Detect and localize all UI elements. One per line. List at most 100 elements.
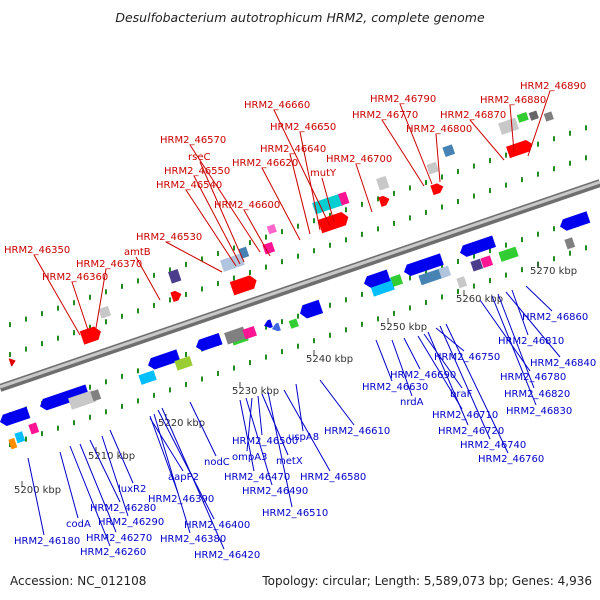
bottom-leader-line — [157, 409, 215, 520]
top-gene-label: HRM2_46870 — [440, 110, 506, 121]
top-leader-line — [33, 254, 81, 336]
top-leader-line — [135, 256, 161, 301]
bottom-gene-arrow — [560, 211, 591, 231]
top-gene-label: amtB — [124, 247, 151, 258]
top-leader-line — [243, 209, 271, 257]
bottom-gene-block — [288, 318, 299, 329]
top-leader-line — [261, 167, 301, 241]
accession-text: Accession: NC_012108 — [10, 574, 147, 588]
bottom-gene-block — [224, 326, 247, 345]
bottom-leader-line — [283, 389, 331, 472]
bottom-gene-arrow — [264, 319, 273, 328]
top-gene-label: HRM2_46540 — [156, 180, 222, 191]
top-gene-label: HRM2_46890 — [520, 81, 586, 92]
top-gene-label: HRM2_46600 — [214, 200, 280, 211]
bottom-gene-label: HRM2_46510 — [262, 508, 328, 519]
top-leader-line — [435, 133, 441, 183]
scale-label: 5210 kbp — [88, 451, 135, 462]
scale-label: 5250 kbp — [380, 322, 427, 333]
bottom-gene-label: HRM2_46260 — [80, 547, 146, 558]
top-leader-line — [399, 103, 433, 185]
bottom-gene-label: HRM2_46720 — [438, 426, 504, 437]
bottom-gene-label: ompA3 — [232, 452, 267, 463]
bottom-gene-block — [438, 265, 452, 279]
bottom-gene-label: HRM2_46400 — [184, 520, 250, 531]
bottom-leader-line — [189, 401, 217, 457]
bottom-gene-block — [564, 237, 576, 250]
top-gene-block — [220, 253, 245, 272]
bottom-leader-line — [525, 285, 553, 312]
bottom-gene-label: HRM2_46750 — [434, 352, 500, 363]
top-leader-line — [273, 109, 331, 227]
top-gene-block — [266, 224, 277, 235]
top-leader-line — [199, 161, 245, 263]
top-gene-arrow — [317, 211, 349, 234]
bottom-gene-label: HRM2_46380 — [160, 534, 226, 545]
bottom-gene-block — [390, 274, 404, 287]
bottom-gene-block — [498, 246, 519, 262]
top-gene-label: HRM2_46620 — [232, 158, 298, 169]
top-gene-arrow — [229, 275, 257, 296]
top-gene-label: HRM2_46530 — [136, 232, 202, 243]
top-gene-label: HRM2_46700 — [326, 154, 392, 165]
bottom-leader-line — [89, 439, 121, 503]
bottom-gene-label: codA — [66, 519, 91, 530]
top-gene-label: HRM2_46650 — [270, 122, 336, 133]
bottom-gene-block — [68, 389, 97, 410]
top-gene-label: HRM2_46770 — [352, 110, 418, 121]
top-gene-block — [376, 175, 390, 191]
top-gene-block — [543, 111, 554, 122]
scale-label: 5260 kbp — [456, 294, 503, 305]
bottom-gene-label: HRM2_46420 — [194, 550, 260, 561]
bottom-leader-line — [439, 325, 491, 440]
top-gene-arrow — [378, 195, 390, 207]
top-gene-label: HRM2_46570 — [160, 135, 226, 146]
top-leader-line — [165, 241, 223, 273]
bottom-leader-line — [295, 383, 304, 432]
bottom-leader-line — [427, 331, 469, 426]
bottom-gene-label: braF — [450, 389, 473, 400]
top-leader-line — [95, 268, 107, 329]
map-title: Desulfobacterium autotrophicum HRM2, com… — [115, 10, 485, 25]
bottom-leader-line — [149, 415, 179, 494]
bottom-leader-line — [505, 291, 561, 358]
bottom-gene-block — [242, 326, 257, 340]
bottom-gene-label: aapP2 — [168, 472, 199, 483]
bottom-leader-line — [59, 451, 79, 519]
top-gene-block — [98, 305, 112, 319]
top-leader-line — [71, 281, 89, 331]
top-gene-label: rseC — [188, 152, 210, 163]
top-gene-arrow — [170, 290, 182, 302]
top-leader-line — [321, 177, 335, 223]
bottom-leader-line — [511, 289, 529, 336]
bottom-gene-label: HRM2_46780 — [500, 372, 566, 383]
bottom-gene-label: HRM2_46810 — [498, 336, 564, 347]
bottom-leader-line — [109, 429, 134, 484]
top-gene-arrow — [79, 326, 101, 345]
top-leader-line — [185, 189, 237, 267]
bottom-gene-arrow — [300, 299, 324, 319]
bottom-gene-label: luxR2 — [118, 484, 146, 495]
bottom-gene-label: HRM2_46830 — [506, 406, 572, 417]
top-gene-block — [426, 161, 440, 175]
top-gene-block — [442, 144, 456, 158]
top-gene-block — [516, 111, 529, 123]
bottom-leader-line — [319, 379, 355, 426]
bottom-leader-line — [257, 395, 263, 436]
bottom-gene-label: nrdA — [400, 397, 424, 408]
top-leader-line — [509, 104, 515, 153]
bottom-gene-label: HRM2_46580 — [300, 472, 366, 483]
bottom-gene-label: HRM2_46740 — [460, 440, 526, 451]
bottom-leader-line — [403, 337, 421, 370]
bottom-gene-block — [90, 389, 102, 402]
bottom-gene-label: HRM2_46710 — [432, 410, 498, 421]
top-leader-line — [527, 90, 551, 157]
bottom-gene-arrow — [148, 349, 181, 370]
bottom-gene-label: metX — [276, 456, 303, 467]
scale-label: 5220 kbp — [158, 418, 205, 429]
top-gene-label: HRM2_46790 — [370, 94, 436, 105]
bottom-leader-line — [375, 339, 393, 382]
top-gene-block — [528, 110, 539, 121]
